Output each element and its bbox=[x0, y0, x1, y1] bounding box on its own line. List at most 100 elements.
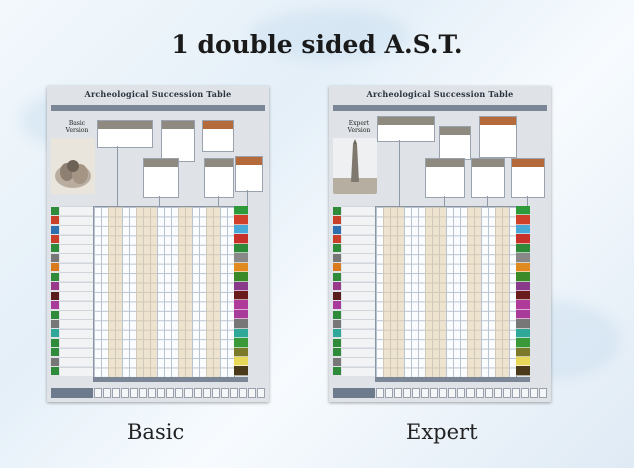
era-connector bbox=[527, 196, 528, 206]
site-label-strip bbox=[342, 253, 375, 263]
site-color-tag bbox=[51, 367, 59, 376]
site-color-cell bbox=[516, 290, 530, 301]
page-title: 1 double sided A.S.T. bbox=[171, 30, 463, 59]
turn-cell bbox=[403, 388, 412, 398]
era-connector bbox=[487, 196, 488, 206]
site-row bbox=[333, 281, 375, 291]
era-connector bbox=[399, 140, 400, 206]
artifact-photo bbox=[51, 138, 95, 194]
turn-cell bbox=[376, 388, 385, 398]
site-color-cell bbox=[516, 215, 530, 225]
site-color-cell bbox=[516, 281, 530, 291]
turn-cell bbox=[94, 388, 103, 398]
site-color-cell bbox=[516, 309, 530, 320]
site-color-tag bbox=[51, 272, 59, 281]
site-row bbox=[51, 215, 93, 225]
era-connector bbox=[117, 146, 118, 206]
site-color-cell bbox=[234, 290, 248, 301]
site-color-cell bbox=[516, 262, 530, 273]
site-label-strip bbox=[342, 281, 375, 291]
turn-track bbox=[333, 388, 547, 398]
site-row bbox=[51, 225, 93, 235]
turn-cell bbox=[193, 388, 202, 398]
site-row bbox=[333, 366, 375, 376]
era-card bbox=[511, 158, 545, 198]
site-color-tag bbox=[333, 348, 341, 357]
site-color-cell bbox=[516, 366, 530, 376]
site-color-tag bbox=[51, 263, 59, 272]
site-row bbox=[333, 253, 375, 263]
site-color-tag bbox=[51, 310, 59, 319]
site-color-tag bbox=[333, 319, 341, 328]
turn-cell bbox=[211, 388, 220, 398]
site-label-strip bbox=[60, 281, 93, 291]
year-strip bbox=[333, 105, 547, 111]
site-label-strip bbox=[60, 225, 93, 235]
site-label-strip bbox=[60, 253, 93, 263]
caption-expert: Expert bbox=[406, 420, 478, 444]
obelisk-photo bbox=[333, 138, 377, 194]
site-color-tag bbox=[333, 329, 341, 338]
site-label-strip bbox=[342, 300, 375, 310]
site-color-tag bbox=[51, 357, 59, 366]
site-label-strip bbox=[342, 291, 375, 301]
site-label-strip bbox=[342, 310, 375, 320]
site-row bbox=[333, 262, 375, 272]
turn-cell bbox=[430, 388, 439, 398]
site-label-strip bbox=[342, 234, 375, 244]
site-row bbox=[51, 262, 93, 272]
site-color-cell bbox=[234, 366, 248, 376]
turn-cell bbox=[166, 388, 175, 398]
turn-cell bbox=[229, 388, 238, 398]
board-title: Archeological Succession Table bbox=[84, 89, 232, 99]
site-row bbox=[333, 300, 375, 310]
turn-cell bbox=[130, 388, 139, 398]
turn-cell bbox=[112, 388, 121, 398]
site-row bbox=[51, 291, 93, 301]
site-row bbox=[333, 206, 375, 216]
site-color-tag bbox=[51, 291, 59, 300]
era-card bbox=[479, 116, 517, 158]
site-color-tag bbox=[333, 272, 341, 281]
site-color-column bbox=[516, 206, 530, 376]
site-color-cell bbox=[234, 300, 248, 310]
site-row bbox=[333, 347, 375, 357]
site-label-strip bbox=[60, 262, 93, 272]
site-rows bbox=[333, 206, 375, 376]
era-card bbox=[377, 116, 435, 142]
site-label-strip bbox=[60, 310, 93, 320]
site-row bbox=[333, 215, 375, 225]
site-color-cell bbox=[516, 357, 530, 367]
site-label-strip bbox=[342, 338, 375, 348]
site-color-tag bbox=[333, 253, 341, 262]
site-color-tag bbox=[51, 225, 59, 234]
year-strip bbox=[51, 105, 265, 111]
site-color-tag bbox=[333, 235, 341, 244]
era-card bbox=[97, 120, 153, 148]
site-color-cell bbox=[234, 262, 248, 273]
site-color-cell bbox=[234, 272, 248, 282]
site-label-strip bbox=[60, 215, 93, 225]
site-row bbox=[51, 234, 93, 244]
site-row bbox=[333, 243, 375, 253]
site-color-cell bbox=[234, 319, 248, 329]
site-color-tag bbox=[333, 282, 341, 291]
site-label-strip bbox=[60, 243, 93, 253]
turn-cell bbox=[502, 388, 511, 398]
site-label-strip bbox=[342, 272, 375, 282]
turn-cell bbox=[256, 388, 265, 398]
site-label-strip bbox=[342, 328, 375, 338]
site-row bbox=[333, 310, 375, 320]
site-row bbox=[51, 347, 93, 357]
site-row bbox=[333, 338, 375, 348]
site-label-strip bbox=[342, 206, 375, 216]
site-row bbox=[51, 310, 93, 320]
turn-cell bbox=[475, 388, 484, 398]
site-color-tag bbox=[333, 291, 341, 300]
site-row bbox=[51, 206, 93, 216]
turn-cell bbox=[421, 388, 430, 398]
era-connector bbox=[159, 196, 160, 206]
site-color-cell bbox=[516, 300, 530, 310]
site-color-tag bbox=[333, 225, 341, 234]
site-color-tag bbox=[51, 301, 59, 310]
